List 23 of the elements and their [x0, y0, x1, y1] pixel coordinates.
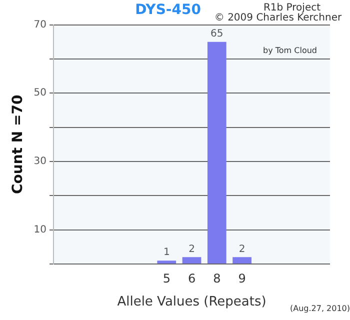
data-label: 2	[188, 244, 195, 255]
text: R1b Project	[263, 2, 321, 14]
bar	[232, 257, 252, 264]
y-tick-label: 50	[34, 88, 47, 99]
x-axis-title: Allele Values (Repeats)	[117, 294, 266, 310]
data-label: 65	[210, 28, 224, 40]
text: © 2009 Charles Kerchner	[214, 12, 342, 24]
y-tick-label: 70	[34, 19, 47, 30]
annotation: by Tom Cloud	[263, 46, 317, 56]
y-tick-label: 30	[34, 156, 47, 168]
y-axis-title: Count N =70	[10, 94, 26, 194]
bar	[207, 42, 226, 264]
text: (Aug.27, 2010)	[290, 304, 350, 314]
x-tick-label: 9	[238, 271, 246, 286]
y-tick-label: 10	[34, 224, 47, 236]
data-label: 2	[238, 244, 246, 255]
x-tick-label: 6	[188, 271, 196, 286]
data-label: 1	[163, 247, 170, 258]
x-tick-label: 8	[213, 271, 221, 286]
x-tick-label: 5	[162, 271, 170, 286]
bar	[182, 257, 202, 264]
bar	[157, 260, 176, 264]
chart-title: DYS-450	[135, 2, 202, 18]
